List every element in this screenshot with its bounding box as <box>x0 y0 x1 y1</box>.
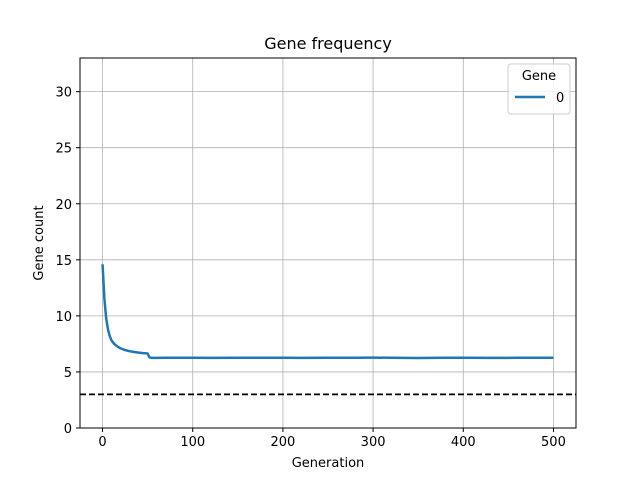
legend-title: Gene <box>522 69 556 84</box>
x-tick-label: 100 <box>180 435 205 450</box>
y-tick-label: 0 <box>64 422 72 437</box>
y-axis-label: Gene count <box>32 205 47 280</box>
y-axis: 0 5 10 15 20 25 30 <box>55 86 80 437</box>
y-tick-label: 30 <box>55 86 72 101</box>
chart-title: Gene frequency <box>264 34 392 53</box>
legend-series-label: 0 <box>556 91 564 106</box>
x-tick-label: 0 <box>98 435 106 450</box>
legend-box <box>507 63 571 115</box>
y-tick-label: 15 <box>55 254 72 269</box>
series-line-0 <box>101 264 554 360</box>
plot-frame <box>79 57 577 429</box>
x-tick-label: 200 <box>270 435 295 450</box>
x-tick-label: 400 <box>451 435 476 450</box>
x-tick-label: 300 <box>361 435 386 450</box>
y-tick-label: 25 <box>55 142 72 157</box>
y-tick-label: 20 <box>55 198 72 213</box>
x-axis-label: Generation <box>292 456 365 471</box>
y-tick-label: 10 <box>55 310 72 325</box>
series-group <box>101 264 554 360</box>
y-tick-label: 5 <box>64 366 72 381</box>
x-axis: 0 100 200 300 400 500 <box>98 428 566 450</box>
legend: Gene 0 <box>507 63 571 115</box>
grid <box>80 58 576 429</box>
x-tick-label: 500 <box>541 435 566 450</box>
